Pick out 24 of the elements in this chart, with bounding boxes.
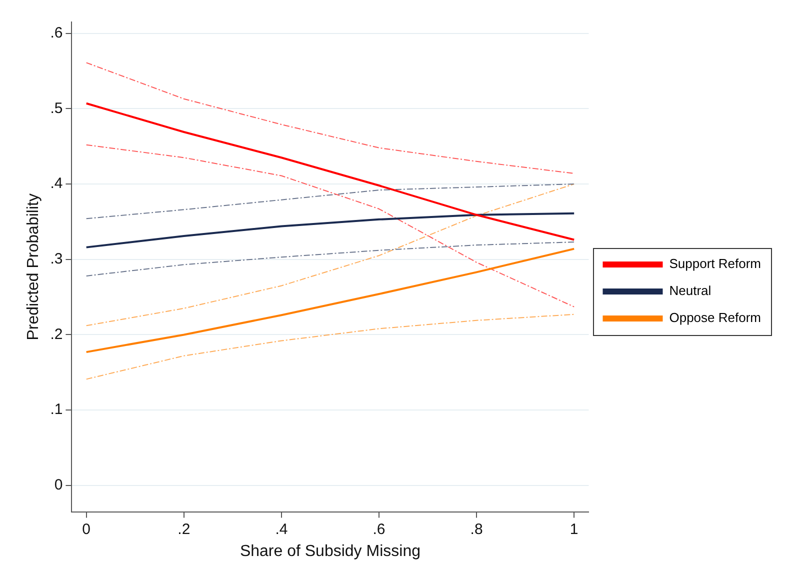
x-tick-label: .6 <box>372 520 386 538</box>
line-series <box>86 314 575 380</box>
y-tick-label: .3 <box>50 250 63 268</box>
line-series <box>86 144 575 308</box>
y-tick-label: 0 <box>54 476 63 494</box>
legend-label: Support Reform <box>669 256 762 272</box>
legend-label: Neutral <box>669 283 712 298</box>
line-series <box>86 184 575 326</box>
y-axis-title: Predicted Probability <box>25 194 42 340</box>
x-tick-label: .2 <box>178 520 190 538</box>
line-series <box>86 184 575 220</box>
y-tick-label: .5 <box>50 100 63 117</box>
y-tick-label: .6 <box>50 24 63 42</box>
y-tick-label: .2 <box>50 326 63 343</box>
line-series <box>86 242 575 276</box>
y-tick-label: .1 <box>50 401 63 418</box>
line-series <box>86 62 575 174</box>
y-tick-label: .4 <box>50 175 63 192</box>
x-axis-title: Share of Subsidy Missing <box>240 542 420 560</box>
x-tick-label: .4 <box>275 520 288 538</box>
x-tick-label: 0 <box>82 520 91 538</box>
x-tick-label: .8 <box>470 520 483 538</box>
legend-label: Oppose Reform <box>669 310 762 326</box>
x-tick-label: 1 <box>570 520 578 538</box>
